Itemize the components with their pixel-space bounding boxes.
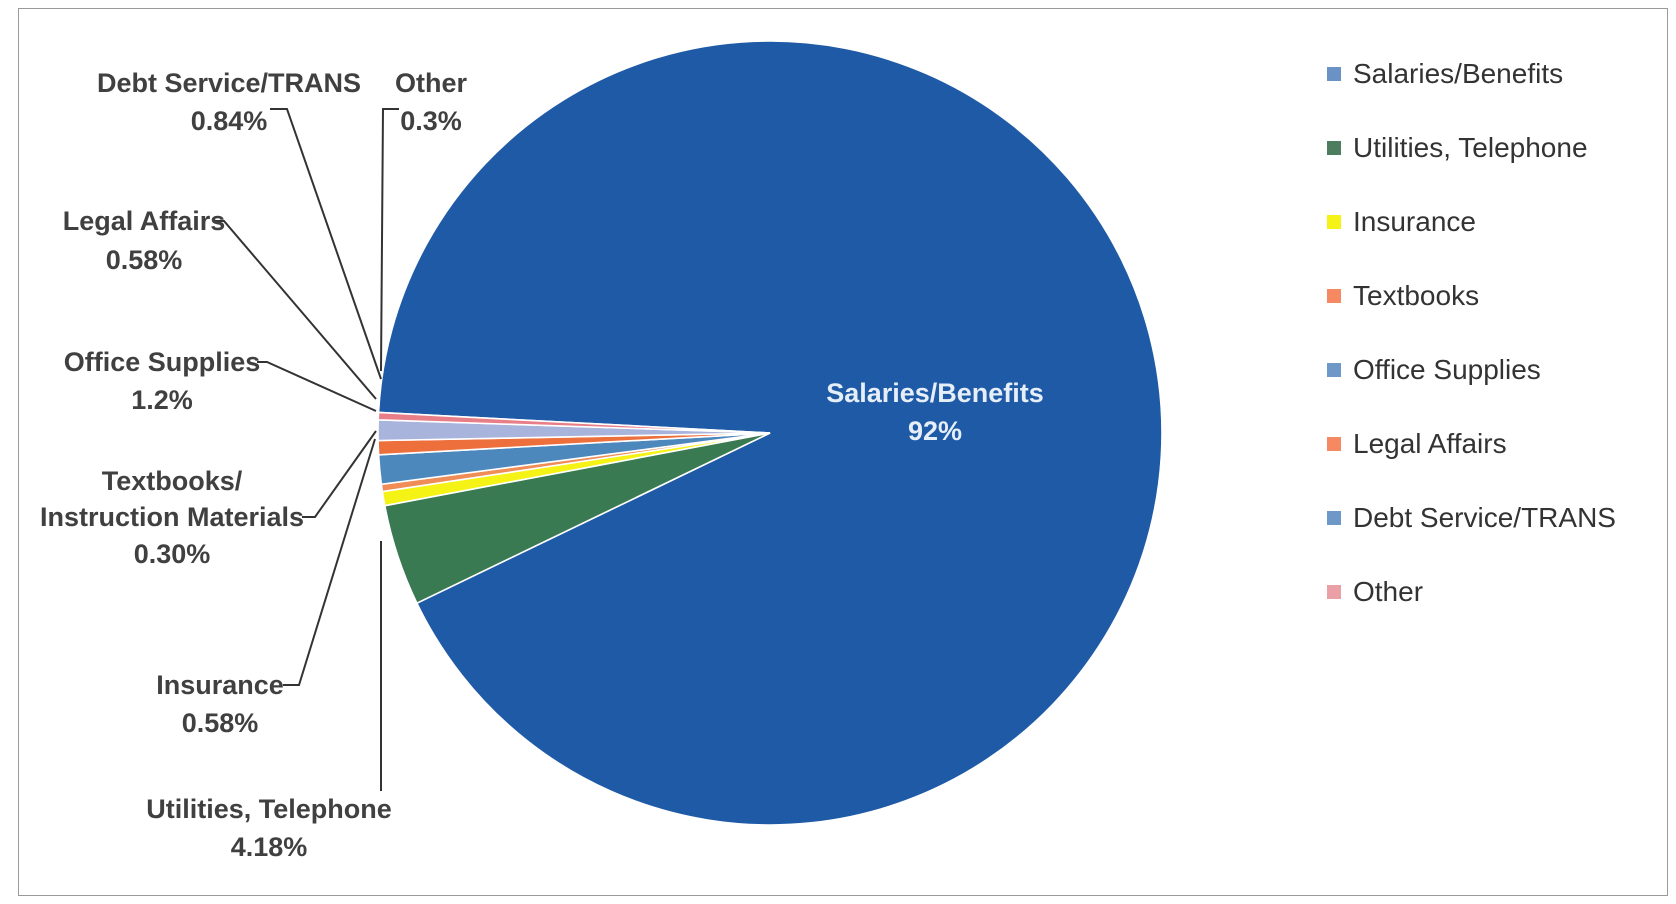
- pie-chart: Salaries/Benefits 92% Utilities, Telephone…: [40, 40, 1163, 862]
- leader-line-legal-affairs: [214, 220, 377, 400]
- legend-swatch: [1327, 141, 1341, 155]
- legend-label: Textbooks: [1353, 280, 1480, 311]
- legend-item-textbooks: Textbooks: [1327, 259, 1616, 333]
- legend-swatch: [1327, 289, 1341, 303]
- legend-label: Utilities, Telephone: [1353, 132, 1588, 163]
- legend-label: Office Supplies: [1353, 354, 1541, 385]
- legend-item-debt-service-trans: Debt Service/TRANS: [1327, 481, 1616, 555]
- legend-swatch: [1327, 511, 1341, 525]
- legend-label: Salaries/Benefits: [1353, 58, 1564, 89]
- pie-slice-other: [377, 411, 771, 434]
- legend-label: Debt Service/TRANS: [1353, 502, 1616, 533]
- data-label-utilities-telephone: Utilities, Telephone 4.18%: [146, 794, 392, 862]
- data-label-legal-affairs: Legal Affairs 0.58%: [63, 206, 226, 275]
- data-label-debt-service-trans: Debt Service/TRANS 0.84%: [97, 68, 361, 136]
- leader-line-insurance: [283, 438, 376, 686]
- legend-item-office-supplies: Office Supplies: [1327, 333, 1616, 407]
- legend-item-utilities-telephone: Utilities, Telephone: [1327, 111, 1616, 185]
- legend-label: Insurance: [1353, 206, 1476, 237]
- legend-swatch: [1327, 67, 1341, 81]
- legend-swatch: [1327, 585, 1341, 599]
- data-label-textbooks: Textbooks/Instruction Materials 0.30%: [40, 466, 304, 569]
- data-label-other: Other 0.3%: [395, 68, 468, 136]
- leader-line-office-supplies: [257, 361, 377, 412]
- legend-item-insurance: Insurance: [1327, 185, 1616, 259]
- legend-swatch: [1327, 437, 1341, 451]
- legend-swatch: [1327, 215, 1341, 229]
- data-label-insurance: Insurance 0.58%: [156, 670, 284, 738]
- chart-frame: Salaries/Benefits 92% Utilities, Telephone…: [18, 8, 1668, 896]
- leader-line-textbooks: [302, 430, 377, 518]
- leader-line-other: [380, 108, 399, 372]
- leader-line-debt-service-trans: [270, 108, 382, 380]
- data-label-office-supplies: Office Supplies 1.2%: [64, 347, 261, 415]
- pie-slice-salaries-benefits: [377, 40, 1163, 826]
- legend-item-other: Other: [1327, 555, 1616, 629]
- data-label-salaries-benefits: Salaries/Benefits 92%: [826, 378, 1044, 446]
- legend-swatch: [1327, 363, 1341, 377]
- legend-item-legal-affairs: Legal Affairs: [1327, 407, 1616, 481]
- legend-item-salaries-benefits: Salaries/Benefits: [1327, 37, 1616, 111]
- legend-label: Legal Affairs: [1353, 428, 1507, 459]
- legend-label: Other: [1353, 576, 1424, 607]
- legend: Salaries/Benefits Utilities, Telephone Ins…: [1327, 37, 1616, 629]
